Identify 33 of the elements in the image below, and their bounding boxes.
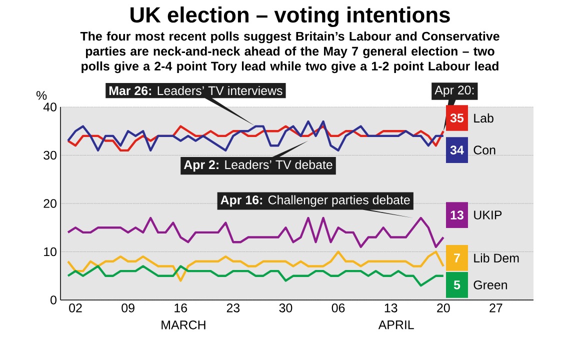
legend-label: Con: [474, 146, 496, 154]
y-tick-label: 10: [44, 247, 56, 256]
x-tick-label: 27: [490, 304, 502, 312]
x-tick-label: 09: [122, 304, 134, 312]
chart-title: UK election – voting intentions: [130, 6, 450, 28]
y-tick-label: 20: [44, 199, 56, 208]
data-label: 7: [454, 254, 460, 262]
annotation: Mar 26: Leaders’ TV interviews: [109, 86, 282, 96]
x-tick-label: 06: [332, 304, 345, 312]
chart-subtitle: The four most recent polls suggest Britain’s Labour and Conservative parties are neck-and-neck ahead of the May 7 general election – two polls give a 2-4 point Tory lead while two give a 1-2 point Labour lead: [80, 32, 500, 74]
x-tick-label: 23: [226, 304, 240, 312]
x-tick-label: 13: [384, 304, 398, 312]
legend-label: Green: [474, 280, 507, 290]
x-tick-label: 20: [437, 304, 450, 312]
y-tick-label: 40: [43, 102, 56, 112]
x-tick-label: 02: [69, 304, 82, 312]
y-axis-title: %: [36, 91, 47, 100]
legend-label: UKIP: [474, 210, 502, 220]
data-label: 34: [450, 146, 464, 154]
annotation: Apr 16: Challenger parties debate: [220, 195, 410, 207]
x-tick-label: 16: [174, 304, 187, 312]
text: APRIL: [378, 320, 414, 330]
x-tick-label: 30: [279, 304, 292, 312]
data-label: 35: [450, 114, 464, 122]
y-tick-label: 0: [50, 296, 56, 304]
data-label: 13: [450, 210, 464, 220]
annotation: Apr 20:: [434, 86, 474, 97]
text: MARCH: [162, 320, 206, 330]
legend-label: Lib Dem: [474, 253, 519, 262]
legend-label: Lab: [474, 113, 494, 123]
y-tick-label: 30: [44, 150, 56, 160]
data-label: 5: [454, 280, 460, 290]
annotation: Apr 2: Leaders’ TV debate: [184, 160, 332, 172]
